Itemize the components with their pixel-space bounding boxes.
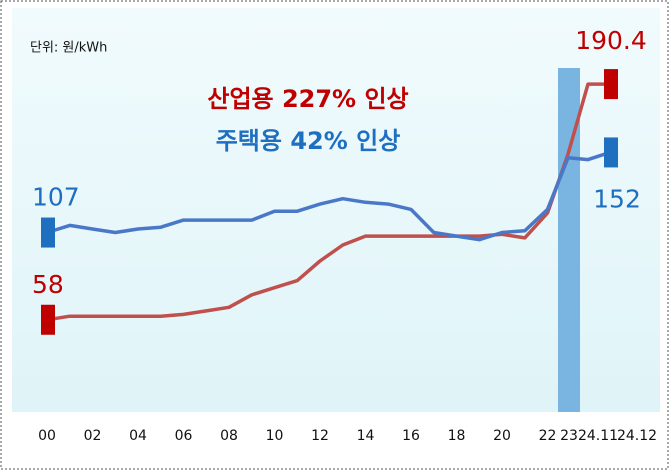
- x-tick-label: 12: [311, 428, 329, 444]
- annotation: 산업용 227% 인상: [207, 85, 408, 113]
- end-marker: [41, 304, 55, 335]
- series-line: [46, 150, 611, 242]
- x-tick-label: 24.11: [578, 428, 618, 444]
- x-tick-label: 16: [402, 428, 420, 444]
- x-tick-label: 24.12: [617, 428, 657, 444]
- x-tick-label: 10: [266, 428, 284, 444]
- x-tick-label: 04: [129, 428, 147, 444]
- end-marker: [604, 69, 618, 100]
- unit-note: 단위: 원/kWh: [30, 41, 107, 56]
- series-line: [46, 82, 610, 322]
- x-tick-label: 02: [84, 428, 102, 444]
- value-label: 107: [32, 183, 80, 212]
- x-tick-label: 00: [38, 428, 56, 444]
- x-tick-label: 18: [448, 428, 466, 444]
- x-tick-label: 14: [357, 428, 375, 444]
- x-tick-label: 20: [493, 428, 511, 444]
- x-tick-label: 22: [539, 428, 557, 444]
- end-marker: [41, 217, 55, 248]
- plot-area: [12, 8, 660, 412]
- end-marker: [604, 137, 618, 168]
- x-tick-label: 06: [175, 428, 193, 444]
- highlight-band: [558, 68, 580, 412]
- annotation: 주택용 42% 인상: [216, 127, 401, 155]
- x-tick-label: 08: [220, 428, 238, 444]
- x-tick-label: 23: [560, 428, 578, 444]
- value-label: 58: [32, 270, 64, 299]
- value-label: 152: [593, 184, 641, 213]
- value-label: 190.4: [575, 26, 647, 55]
